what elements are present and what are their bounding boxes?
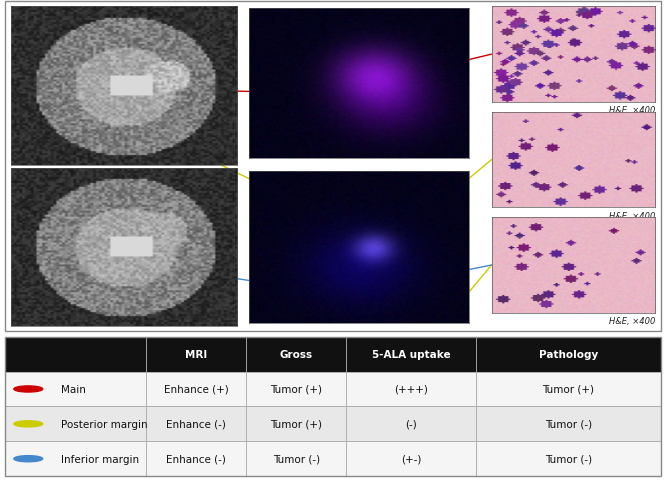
Text: Pathology: Pathology: [539, 349, 598, 360]
Circle shape: [14, 421, 43, 427]
FancyBboxPatch shape: [246, 407, 346, 442]
FancyBboxPatch shape: [5, 2, 661, 331]
Text: Enhance (-): Enhance (-): [166, 454, 226, 464]
Text: Tumor (+): Tumor (+): [270, 384, 322, 394]
FancyBboxPatch shape: [476, 407, 661, 442]
Circle shape: [106, 109, 125, 119]
Circle shape: [14, 456, 43, 462]
Text: (+++): (+++): [394, 384, 428, 394]
FancyBboxPatch shape: [147, 407, 246, 442]
FancyBboxPatch shape: [147, 372, 246, 407]
Circle shape: [93, 254, 112, 264]
Circle shape: [145, 84, 165, 95]
FancyBboxPatch shape: [246, 337, 346, 372]
Text: Inferior margin: Inferior margin: [61, 454, 139, 464]
Text: (-): (-): [405, 419, 417, 429]
Text: H&E, ×400: H&E, ×400: [609, 106, 655, 115]
FancyBboxPatch shape: [346, 372, 476, 407]
FancyBboxPatch shape: [346, 337, 476, 372]
Text: Tumor (-): Tumor (-): [545, 419, 592, 429]
FancyBboxPatch shape: [147, 442, 246, 476]
Text: Posterior margin: Posterior margin: [61, 419, 148, 429]
Circle shape: [353, 267, 372, 277]
FancyBboxPatch shape: [476, 337, 661, 372]
FancyBboxPatch shape: [346, 442, 476, 476]
FancyBboxPatch shape: [5, 442, 147, 476]
Text: Main: Main: [61, 384, 86, 394]
Text: Tumor (+): Tumor (+): [270, 419, 322, 429]
Text: H&E, ×400: H&E, ×400: [609, 211, 655, 220]
Text: (+-): (+-): [401, 454, 421, 464]
FancyBboxPatch shape: [5, 337, 147, 372]
Circle shape: [14, 386, 43, 392]
Text: 5-ALA uptake: 5-ALA uptake: [372, 349, 450, 360]
Text: Tumor (-): Tumor (-): [545, 454, 592, 464]
FancyBboxPatch shape: [246, 442, 346, 476]
FancyBboxPatch shape: [346, 407, 476, 442]
FancyBboxPatch shape: [476, 442, 661, 476]
FancyBboxPatch shape: [246, 372, 346, 407]
Circle shape: [316, 90, 336, 99]
Text: Enhance (+): Enhance (+): [164, 384, 228, 394]
FancyBboxPatch shape: [5, 372, 147, 407]
Text: MRI: MRI: [185, 349, 208, 360]
Text: Tumor (-): Tumor (-): [273, 454, 320, 464]
FancyBboxPatch shape: [147, 337, 246, 372]
FancyBboxPatch shape: [476, 372, 661, 407]
Text: H&E, ×400: H&E, ×400: [609, 316, 655, 325]
FancyBboxPatch shape: [5, 407, 147, 442]
Text: Enhance (-): Enhance (-): [166, 419, 226, 429]
Text: Gross: Gross: [280, 349, 313, 360]
Text: Tumor (+): Tumor (+): [542, 384, 594, 394]
